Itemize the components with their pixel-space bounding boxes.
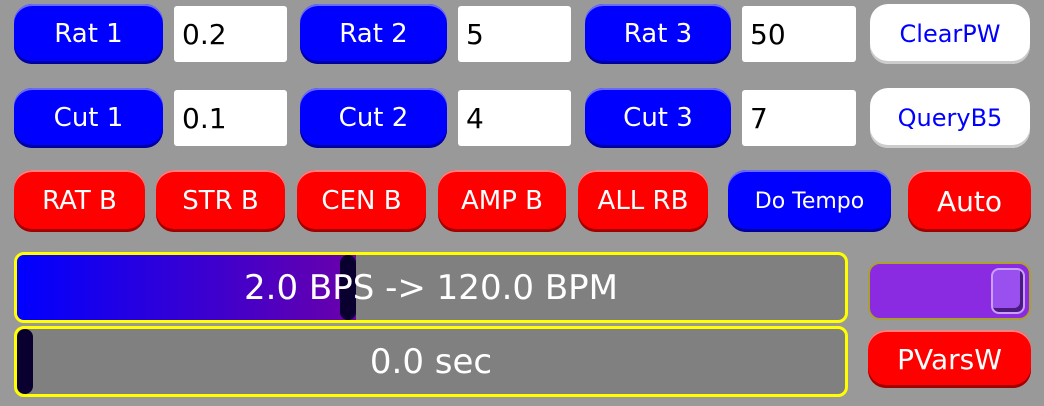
rat-2-input[interactable]: 5 bbox=[458, 6, 571, 62]
time-handle[interactable] bbox=[17, 329, 33, 394]
tempo-fill bbox=[17, 255, 357, 320]
cut-2-button[interactable]: Cut 2 bbox=[300, 88, 447, 148]
slider-thumb[interactable] bbox=[991, 268, 1025, 314]
auto-button[interactable]: Auto bbox=[908, 170, 1031, 232]
purple-slider[interactable] bbox=[868, 262, 1031, 320]
cut-3-input[interactable]: 7 bbox=[742, 90, 856, 146]
rat-3-button[interactable]: Rat 3 bbox=[585, 4, 731, 64]
time-slider[interactable]: 0.0 sec bbox=[14, 326, 848, 397]
clear-pw-button[interactable]: ClearPW bbox=[870, 4, 1030, 64]
rat-2-button[interactable]: Rat 2 bbox=[300, 4, 447, 64]
pvars-w-button[interactable]: PVarsW bbox=[868, 330, 1031, 388]
rat-1-button[interactable]: Rat 1 bbox=[14, 4, 163, 64]
cen-b-button[interactable]: CEN B bbox=[297, 170, 426, 232]
do-tempo-button[interactable]: Do Tempo bbox=[728, 170, 891, 232]
cut-3-button[interactable]: Cut 3 bbox=[585, 88, 731, 148]
tempo-text: 2.0 BPS -> 120.0 BPM bbox=[244, 267, 618, 308]
query-b5-button[interactable]: QueryB5 bbox=[870, 88, 1030, 148]
rat-b-button[interactable]: RAT B bbox=[14, 170, 145, 232]
cut-1-button[interactable]: Cut 1 bbox=[14, 88, 163, 148]
cut-2-input[interactable]: 4 bbox=[458, 90, 571, 146]
all-rb-button[interactable]: ALL RB bbox=[578, 170, 708, 232]
tempo-handle[interactable] bbox=[340, 255, 357, 320]
amp-b-button[interactable]: AMP B bbox=[438, 170, 566, 232]
cut-1-input[interactable]: 0.1 bbox=[174, 90, 287, 146]
str-b-button[interactable]: STR B bbox=[156, 170, 285, 232]
tempo-slider[interactable]: 2.0 BPS -> 120.0 BPM bbox=[14, 252, 848, 323]
rat-3-input[interactable]: 50 bbox=[742, 6, 856, 62]
time-text: 0.0 sec bbox=[369, 341, 493, 382]
rat-1-input[interactable]: 0.2 bbox=[174, 6, 287, 62]
